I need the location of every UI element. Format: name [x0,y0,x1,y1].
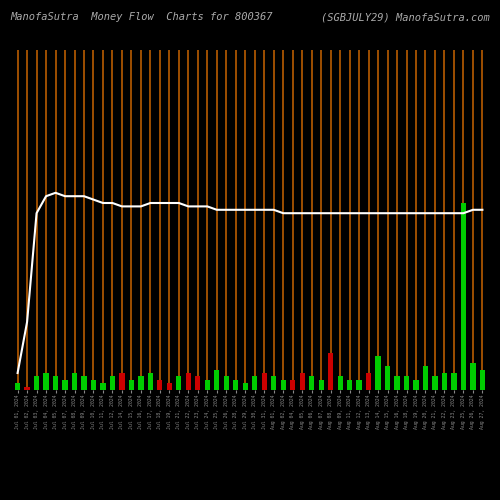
Bar [300,373,305,390]
Bar [176,376,182,390]
Bar [82,376,86,390]
Bar [252,376,258,390]
Bar [34,376,39,390]
Bar [148,373,153,390]
Bar [24,386,29,390]
Bar [404,376,409,390]
Bar [356,380,362,390]
Bar [318,380,324,390]
Bar [186,373,191,390]
Text: (SGBJULY29) ManofaSutra.com: (SGBJULY29) ManofaSutra.com [321,12,490,22]
Bar [62,380,68,390]
Bar [72,373,77,390]
Bar [195,376,200,390]
Bar [214,370,220,390]
Bar [423,366,428,390]
Bar [158,380,162,390]
Bar [452,373,456,390]
Bar [414,380,418,390]
Bar [129,380,134,390]
Bar [100,383,105,390]
Bar [91,380,96,390]
Bar [224,376,229,390]
Bar [15,383,20,390]
Bar [280,380,286,390]
Bar [242,383,248,390]
Bar [290,380,296,390]
Bar [347,380,352,390]
Bar [120,373,124,390]
Bar [262,373,267,390]
Text: ManofaSutra  Money Flow  Charts for 800367: ManofaSutra Money Flow Charts for 800367 [10,12,272,22]
Bar [432,376,438,390]
Bar [442,373,447,390]
Bar [309,376,314,390]
Bar [385,366,390,390]
Bar [470,363,476,390]
Bar [271,376,276,390]
Bar [338,376,342,390]
Bar [394,376,400,390]
Bar [204,380,210,390]
Bar [44,373,49,390]
Bar [233,380,238,390]
Bar [53,376,58,390]
Bar [366,373,371,390]
Bar [328,352,333,390]
Bar [480,370,485,390]
Bar [376,356,380,390]
Bar [167,383,172,390]
Bar [138,376,143,390]
Bar [110,376,115,390]
Bar [461,203,466,390]
